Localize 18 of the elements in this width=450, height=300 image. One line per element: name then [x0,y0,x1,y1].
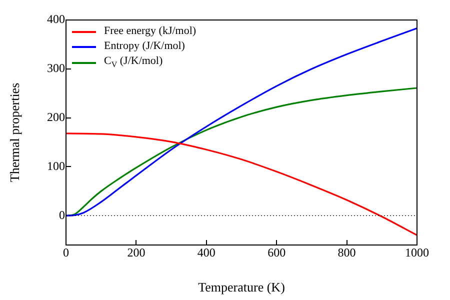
legend-label: Entropy (J/K/mol) [104,39,185,54]
y-tick-label: 200 [47,110,65,124]
y-tick-label: 400 [47,12,65,26]
line-series [66,28,417,216]
x-tick-label: 600 [268,245,286,260]
line-series [66,87,417,216]
y-axis-title: Thermal properties [7,82,22,182]
x-tick-label: 800 [338,245,356,260]
x-tick-label: 400 [197,245,216,260]
y-tick-label: 100 [47,158,65,173]
x-tick-label: 200 [127,245,146,260]
line-series [66,132,417,236]
legend-label: Free energy (kJ/mol) [104,24,196,39]
y-tick-label: 0 [59,208,65,222]
y-tick-label: 300 [47,61,65,76]
legend-label: C$_{V}$ (J/K/mol) [104,54,163,72]
x-tick-label: 1000 [405,245,429,260]
x-axis-title: Temperature (K) [198,280,285,295]
